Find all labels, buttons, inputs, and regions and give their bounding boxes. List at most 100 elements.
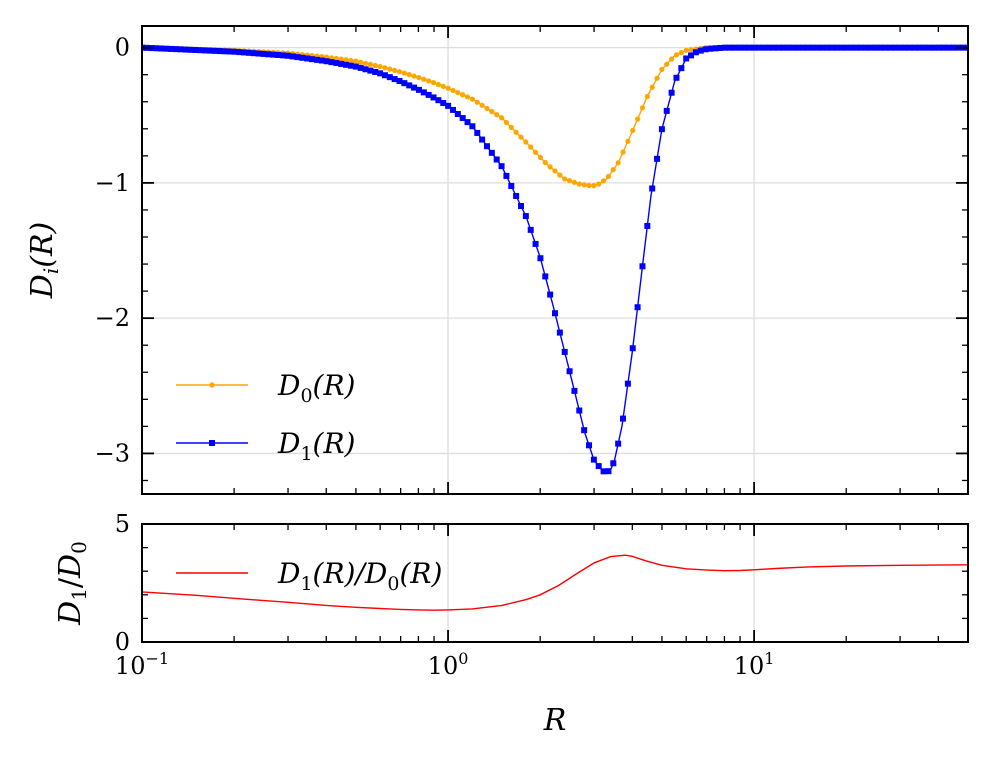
data-point [615, 160, 621, 166]
data-point [547, 164, 553, 170]
data-point [387, 66, 393, 72]
data-point [386, 74, 393, 81]
y-tick-label: −2 [95, 304, 130, 332]
data-point [669, 56, 675, 62]
data-point [459, 115, 466, 122]
x-tick-label: 10−1 [115, 649, 169, 680]
data-point [469, 123, 476, 130]
axes-frame [141, 25, 969, 495]
data-point [911, 44, 918, 51]
data-point [824, 44, 831, 51]
data-point [668, 89, 675, 96]
data-point [547, 291, 554, 298]
data-point [683, 55, 690, 62]
data-point [926, 44, 933, 51]
y-tick-label: 5 [115, 510, 130, 538]
series-line [142, 554, 968, 611]
legend-marker [209, 440, 215, 446]
series-D1(R)/D0(R) [142, 554, 968, 611]
data-point [367, 67, 374, 74]
data-point [464, 119, 471, 126]
data-point [557, 172, 563, 178]
data-point [945, 44, 952, 51]
y-tick-label: −1 [95, 169, 130, 197]
data-point [828, 44, 835, 51]
data-point [877, 44, 884, 51]
data-point [362, 66, 369, 73]
data-point [153, 45, 160, 52]
data-point [785, 44, 792, 51]
data-point [450, 87, 456, 94]
data-point [323, 58, 330, 65]
data-point [600, 178, 607, 184]
data-point [644, 222, 651, 229]
data-point [561, 348, 568, 355]
data-point [566, 368, 573, 375]
data-point [586, 182, 592, 189]
data-point [814, 44, 821, 51]
data-point [255, 50, 262, 57]
data-point [289, 53, 296, 60]
data-point [479, 102, 485, 108]
data-point [265, 51, 272, 58]
series-D0(R) [142, 45, 968, 189]
data-point [692, 49, 699, 56]
data-point [799, 44, 806, 51]
data-point [484, 105, 490, 112]
data-point [508, 182, 515, 189]
data-point [566, 178, 573, 184]
data-point [935, 44, 942, 51]
data-point [357, 64, 364, 71]
data-point [673, 74, 680, 81]
data-point [479, 136, 486, 143]
data-point [182, 46, 189, 53]
data-point [659, 66, 665, 72]
data-point [848, 44, 855, 51]
data-point [420, 89, 427, 96]
data-point [634, 304, 641, 311]
data-point [202, 47, 209, 54]
legend-marker [209, 382, 215, 388]
data-point [474, 129, 481, 136]
data-point [542, 273, 549, 280]
data-point [318, 57, 325, 64]
data-point [552, 168, 558, 174]
data-point [596, 181, 602, 187]
data-point [595, 463, 602, 470]
data-point [391, 76, 398, 83]
data-point [644, 93, 650, 100]
data-point [635, 116, 641, 122]
data-point [921, 44, 928, 51]
data-point [736, 44, 743, 51]
legend: D0(R) D1(R) [176, 369, 355, 465]
data-point [333, 55, 339, 62]
data-point [576, 181, 582, 187]
data-point [950, 44, 957, 51]
data-point [673, 52, 680, 58]
data-point [207, 47, 214, 54]
data-point [328, 59, 335, 66]
data-point [445, 85, 451, 91]
data-point [819, 44, 826, 51]
data-point [411, 73, 417, 79]
data-point [576, 407, 583, 414]
data-point [279, 52, 286, 59]
y-tick-label: 0 [115, 628, 130, 656]
data-point [401, 80, 408, 87]
data-point [513, 129, 519, 135]
data-point [726, 44, 733, 51]
data-point [454, 110, 461, 117]
data-point [605, 468, 612, 475]
axes-frame [141, 523, 969, 643]
data-point [838, 44, 845, 51]
data-point [313, 56, 320, 63]
data-point [751, 44, 758, 51]
data-point [415, 86, 422, 93]
data-point [571, 387, 578, 394]
data-point [449, 106, 456, 113]
legend-label: D1(R)/D0(R) [277, 557, 442, 595]
data-point [474, 99, 480, 105]
data-point [586, 442, 593, 449]
data-point [518, 134, 524, 140]
data-point [930, 44, 937, 51]
